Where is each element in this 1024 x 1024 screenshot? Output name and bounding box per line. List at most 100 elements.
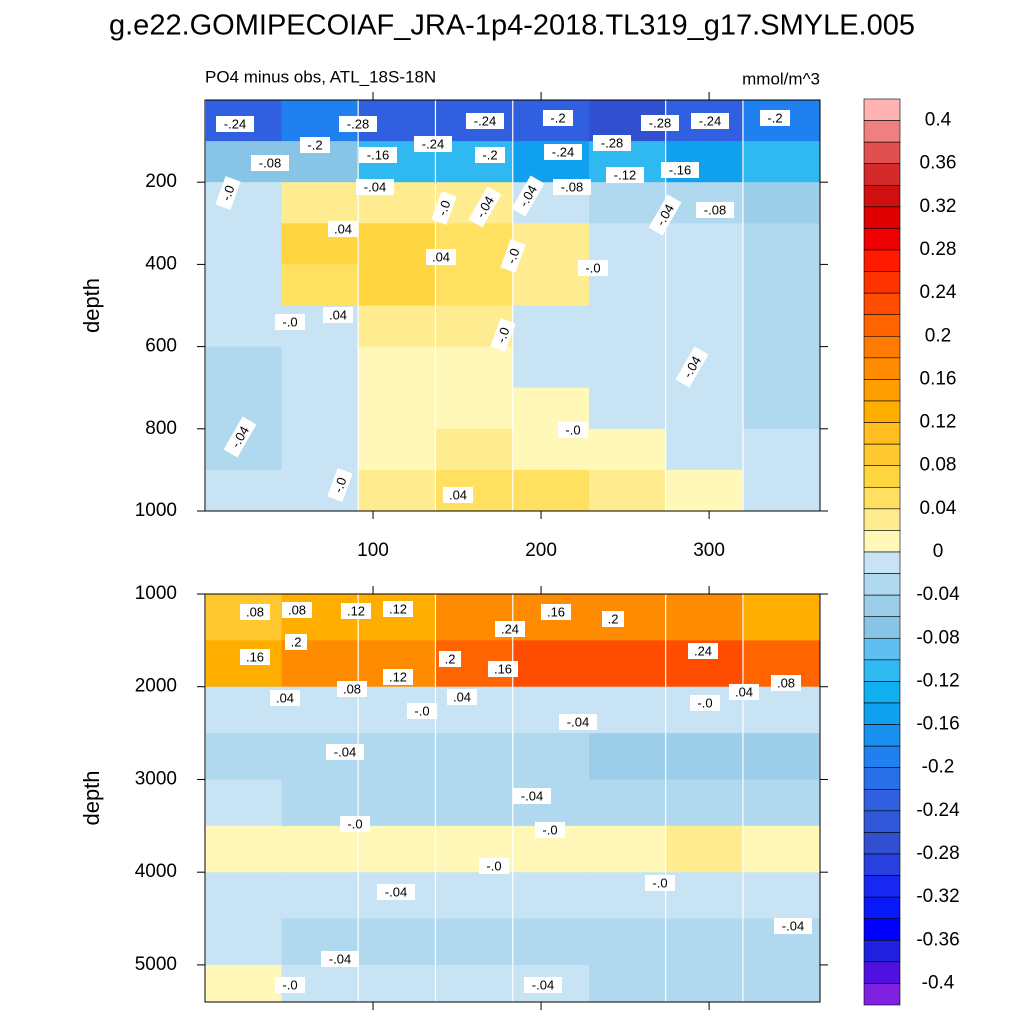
cell bbox=[513, 264, 590, 306]
contour-label-text: .16 bbox=[246, 649, 264, 664]
contour-label-text: .04 bbox=[453, 689, 471, 704]
colorbar-box bbox=[863, 896, 901, 920]
y-tick-label: 400 bbox=[145, 253, 177, 274]
cell bbox=[743, 264, 820, 306]
cell bbox=[743, 594, 820, 641]
contour-label: -.0 bbox=[535, 822, 565, 838]
cell bbox=[743, 779, 820, 827]
colorbar-tick-label: -0.16 bbox=[916, 714, 959, 735]
y-tick-label: 200 bbox=[145, 171, 177, 192]
colorbar-box bbox=[863, 120, 901, 143]
contour-label-text: -.16 bbox=[669, 162, 691, 177]
colorbar-box bbox=[863, 681, 901, 704]
colorbar-tick-label: 0.08 bbox=[920, 455, 957, 476]
colorbar-tick-label: 0.24 bbox=[920, 282, 957, 303]
contour-label-text: .2 bbox=[291, 634, 302, 649]
y-axis-label: depth bbox=[79, 278, 104, 333]
contour-label-box bbox=[270, 690, 300, 706]
y-tick-label: 3000 bbox=[135, 768, 177, 789]
colorbar-box bbox=[863, 767, 901, 790]
contour-label: -.16 bbox=[661, 162, 699, 178]
frame bbox=[204, 99, 821, 512]
contour-label-text: -.0 bbox=[330, 475, 349, 494]
colorbar-tick-label: 0.12 bbox=[920, 412, 957, 433]
contour-label-box bbox=[327, 468, 353, 502]
contour-label: -.04 bbox=[774, 918, 812, 934]
cell bbox=[588, 223, 666, 265]
contour-label-text: -.28 bbox=[347, 116, 369, 131]
colorbar-box bbox=[863, 875, 901, 898]
contour-label: .04 bbox=[443, 487, 473, 503]
cell bbox=[436, 428, 513, 471]
contour-label-text: -.0 bbox=[542, 822, 557, 837]
contour-label: -.2 bbox=[760, 110, 790, 126]
contour-label-text: .08 bbox=[288, 602, 306, 617]
contour-label-box bbox=[645, 875, 675, 891]
contour-label: -.08 bbox=[251, 155, 289, 171]
colorbar-box bbox=[863, 530, 901, 553]
contour-label: .08 bbox=[282, 602, 312, 618]
contour-label-text: -.0 bbox=[493, 325, 512, 344]
colorbar-box bbox=[863, 637, 901, 661]
contour-label-text: -.04 bbox=[329, 951, 351, 966]
cell bbox=[743, 964, 820, 1002]
contour-label-box bbox=[774, 918, 812, 934]
contour-label: -.28 bbox=[339, 116, 377, 132]
cell bbox=[666, 223, 743, 265]
contour-label-box bbox=[760, 110, 790, 126]
contour-label-text: -.08 bbox=[704, 202, 726, 217]
contour-label: -.0 bbox=[645, 875, 675, 891]
colorbar-box bbox=[863, 228, 901, 251]
colorbar-box bbox=[863, 853, 901, 876]
colorbar-box bbox=[863, 616, 901, 639]
contour-label: -.0 bbox=[479, 858, 509, 874]
contour-label-text: .04 bbox=[735, 684, 753, 699]
contour-label-box bbox=[251, 155, 289, 171]
colorbar-box bbox=[863, 206, 901, 229]
cell bbox=[588, 305, 666, 348]
contour-label: -.04 bbox=[513, 788, 551, 804]
y-tick-label: 1000 bbox=[135, 583, 177, 604]
cell bbox=[281, 825, 358, 873]
contour-label-text: .04 bbox=[334, 221, 352, 236]
contour-label-box bbox=[553, 179, 591, 195]
colorbar-box bbox=[863, 961, 901, 984]
cell bbox=[281, 264, 358, 306]
contour-label-box bbox=[339, 116, 377, 132]
contour-label-box bbox=[558, 422, 588, 438]
contour-label: -.0 bbox=[340, 816, 370, 832]
contour-label: .24 bbox=[495, 621, 525, 637]
contour-label-box bbox=[641, 115, 679, 131]
cell bbox=[743, 872, 820, 920]
cell bbox=[666, 964, 743, 1002]
contour-label-box bbox=[383, 669, 413, 685]
plot-area bbox=[205, 594, 820, 1002]
contour-label-box bbox=[468, 186, 502, 228]
contour-label-text: -.0 bbox=[585, 260, 600, 275]
contour-label-box bbox=[323, 307, 353, 323]
contour-label: -.04 bbox=[559, 714, 597, 730]
colorbar-box bbox=[863, 659, 901, 682]
contour-label-box bbox=[648, 194, 682, 236]
contour-label-text: .08 bbox=[343, 681, 361, 696]
cell bbox=[588, 964, 666, 1002]
colorbar-tick-label: -0.04 bbox=[916, 584, 960, 605]
cell bbox=[205, 825, 282, 873]
contour-label: -.24 bbox=[544, 144, 582, 160]
contour-label-box bbox=[513, 788, 551, 804]
cell bbox=[436, 346, 513, 389]
contour-label: .08 bbox=[771, 675, 801, 691]
cell bbox=[743, 141, 820, 183]
contour-label-text: -.0 bbox=[347, 816, 362, 831]
cell bbox=[588, 428, 666, 471]
chart-title: g.e22.GOMIPECOIAF_JRA-1p4-2018.TL319_g17… bbox=[109, 10, 915, 42]
contour-label: -.12 bbox=[606, 167, 644, 183]
colorbar-box bbox=[863, 594, 901, 618]
contour-label: -.2 bbox=[300, 137, 330, 153]
cell bbox=[743, 387, 820, 430]
cell bbox=[588, 918, 666, 966]
contour-label-text: .2 bbox=[608, 611, 619, 626]
contour-label: .04 bbox=[270, 690, 300, 706]
cell bbox=[666, 387, 743, 430]
